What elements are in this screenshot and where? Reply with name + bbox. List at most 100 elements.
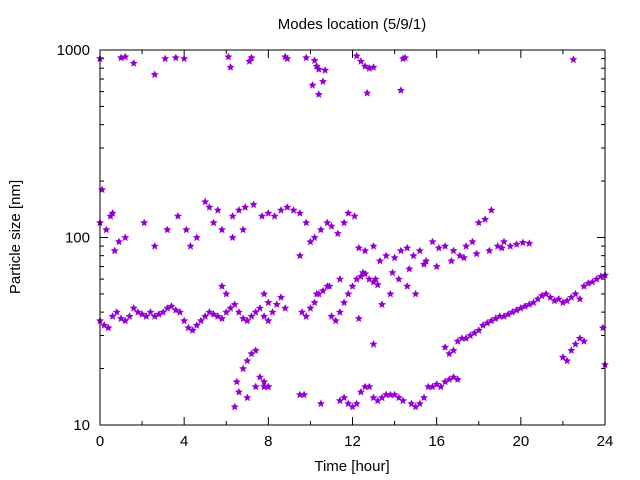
data-point bbox=[308, 81, 317, 89]
data-point bbox=[407, 399, 416, 408]
data-point bbox=[487, 206, 496, 214]
data-point bbox=[558, 298, 567, 307]
data-point bbox=[277, 293, 285, 301]
data-point bbox=[281, 304, 290, 312]
data-point bbox=[176, 308, 184, 316]
data-point bbox=[314, 289, 323, 298]
data-point bbox=[563, 296, 572, 305]
data-point bbox=[373, 280, 382, 289]
data-point bbox=[453, 337, 462, 345]
data-point bbox=[500, 312, 508, 320]
data-point bbox=[529, 298, 538, 307]
data-point bbox=[390, 253, 399, 262]
data-point bbox=[314, 90, 323, 98]
data-point bbox=[436, 382, 445, 391]
data-point bbox=[173, 212, 182, 220]
x-axis-label: Time [hour] bbox=[314, 458, 389, 475]
data-point bbox=[354, 314, 363, 323]
data-point bbox=[399, 54, 407, 63]
data-point bbox=[108, 209, 117, 217]
data-point bbox=[129, 304, 138, 312]
data-point bbox=[121, 316, 130, 325]
data-point bbox=[260, 377, 269, 386]
data-point bbox=[161, 54, 170, 63]
data-point bbox=[154, 310, 163, 318]
data-point bbox=[163, 304, 172, 312]
data-point bbox=[218, 314, 226, 323]
data-point bbox=[260, 382, 269, 391]
data-point bbox=[403, 243, 412, 252]
data-point bbox=[563, 356, 572, 365]
chart-title: Modes location (5/9/1) bbox=[278, 16, 426, 33]
data-point bbox=[264, 209, 273, 217]
data-point bbox=[420, 393, 428, 402]
data-point bbox=[249, 200, 258, 209]
data-point bbox=[588, 277, 597, 286]
data-point bbox=[125, 312, 134, 320]
data-point bbox=[445, 375, 454, 383]
data-point bbox=[567, 293, 576, 301]
data-point bbox=[401, 53, 410, 62]
data-point bbox=[243, 316, 252, 325]
data-point bbox=[302, 218, 311, 227]
data-point bbox=[150, 70, 159, 79]
x-tick-label: 20 bbox=[512, 433, 529, 450]
data-point bbox=[335, 308, 344, 316]
data-point bbox=[598, 323, 607, 332]
data-point bbox=[516, 304, 525, 312]
data-point bbox=[542, 289, 551, 298]
data-point bbox=[222, 289, 231, 298]
data-point bbox=[365, 382, 374, 391]
data-point bbox=[255, 304, 264, 312]
data-point bbox=[441, 377, 450, 386]
data-point bbox=[180, 316, 189, 325]
data-point bbox=[192, 233, 201, 242]
data-point bbox=[245, 57, 254, 65]
data-point bbox=[508, 308, 517, 316]
x-tick-label: 8 bbox=[264, 433, 272, 450]
data-point bbox=[558, 353, 567, 361]
axis-ticks: 0 4 8 12 16 20 24 10 100 1000 bbox=[57, 42, 614, 450]
data-point bbox=[340, 393, 349, 402]
data-point bbox=[361, 246, 370, 255]
data-point bbox=[213, 206, 222, 214]
data-point bbox=[243, 356, 252, 365]
data-point bbox=[295, 390, 304, 399]
data-point bbox=[98, 185, 107, 194]
data-point bbox=[554, 295, 563, 303]
data-point bbox=[449, 246, 458, 255]
data-point bbox=[321, 66, 330, 74]
data-point bbox=[457, 334, 466, 342]
data-point bbox=[197, 316, 205, 325]
data-point bbox=[340, 218, 349, 227]
data-point bbox=[546, 293, 555, 301]
data-point bbox=[403, 282, 412, 290]
data-point bbox=[260, 312, 269, 320]
data-point bbox=[310, 298, 319, 307]
data-point bbox=[420, 260, 428, 268]
data-point bbox=[571, 289, 580, 298]
data-point bbox=[470, 328, 479, 337]
data-point bbox=[222, 308, 231, 316]
data-point bbox=[239, 225, 248, 234]
data-point bbox=[230, 300, 239, 308]
data-point bbox=[481, 215, 490, 223]
data-point bbox=[369, 340, 378, 348]
data-point bbox=[504, 310, 513, 318]
data-point bbox=[310, 56, 319, 64]
data-point bbox=[102, 225, 111, 234]
data-point bbox=[441, 242, 450, 250]
x-tick-label: 16 bbox=[428, 433, 445, 450]
data-point bbox=[447, 256, 456, 265]
data-point bbox=[399, 396, 407, 405]
data-point bbox=[226, 304, 235, 312]
data-point bbox=[306, 304, 315, 312]
data-point bbox=[129, 59, 138, 67]
data-point bbox=[352, 399, 361, 408]
data-point bbox=[344, 399, 353, 408]
data-point bbox=[163, 225, 172, 234]
data-point bbox=[428, 237, 437, 246]
data-point bbox=[580, 337, 588, 345]
data-point bbox=[251, 382, 260, 391]
data-point bbox=[411, 289, 420, 298]
